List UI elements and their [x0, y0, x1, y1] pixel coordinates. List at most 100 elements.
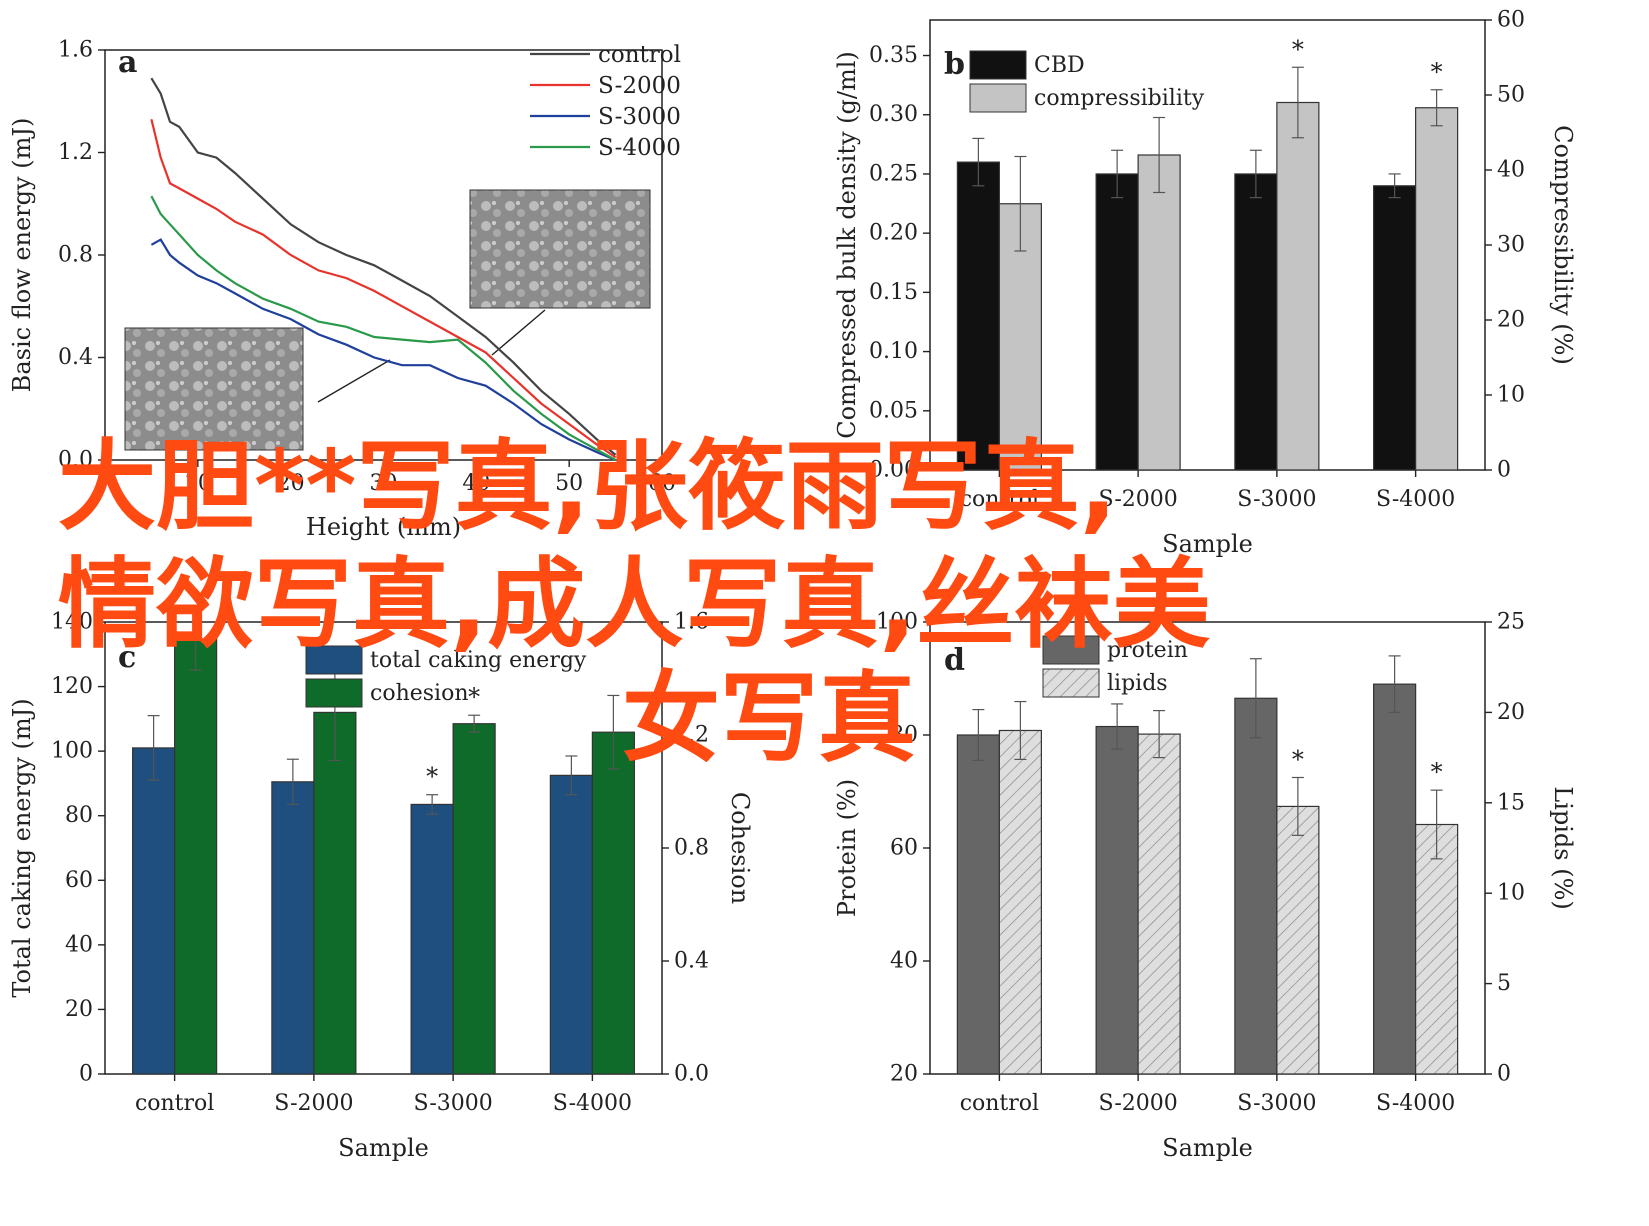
y-tick-label-c: 100	[51, 739, 93, 764]
legend-label-control: control	[598, 42, 681, 68]
y-right-tick-label-d: 0	[1497, 1062, 1511, 1087]
panel-letter-b: b	[944, 47, 965, 82]
bar-compressibility-S-2000	[1137, 154, 1181, 471]
y-tick-label-d: 100	[876, 610, 918, 635]
bar-CBD-S-3000	[1234, 173, 1278, 471]
y-right-tick-label-c: 0.8	[674, 836, 709, 861]
series-line-s-4000	[150, 195, 617, 461]
x-tick-label-d: S-2000	[1098, 1091, 1177, 1116]
y-tick-label-c: 120	[51, 674, 93, 699]
panel-letter-a: a	[118, 45, 137, 80]
bar-cohesion-S-2000	[313, 711, 357, 1075]
y-tick-label-b: 0.10	[869, 339, 918, 364]
bar-total-caking-energy-S-3000	[410, 803, 454, 1075]
bar-cohesion-control	[174, 638, 218, 1075]
inset-pointer-arrow	[491, 309, 546, 356]
y-right-tick-label-b: 60	[1497, 8, 1525, 33]
bar-CBD-S-4000	[1373, 185, 1417, 471]
y-tick-label-b: 0.20	[869, 221, 918, 246]
bar-protein-S-4000	[1373, 683, 1417, 1075]
x-tick-label-d: control	[960, 1091, 1039, 1116]
y-right-tick-label-d: 15	[1497, 790, 1525, 815]
y-tick-label-b: 0.15	[869, 280, 918, 305]
y-tick-label-b: 0.25	[869, 161, 918, 186]
x-axis-label-d: Sample	[1162, 1134, 1253, 1162]
panel-letter-c: c	[118, 640, 136, 675]
y-right-tick-label-b: 30	[1497, 233, 1525, 258]
y-tick-label-a: 1.6	[58, 38, 93, 63]
sem-image-inset-left	[124, 327, 304, 451]
y-tick-label-a: 0.0	[58, 448, 93, 473]
y-right-tick-label-c: 0.4	[674, 949, 709, 974]
x-tick-label-d: S-4000	[1376, 1091, 1455, 1116]
bar-lipids-S-3000	[1276, 805, 1320, 1075]
x-tick-label-b: S-3000	[1237, 487, 1316, 512]
bar-total-caking-energy-S-2000	[271, 781, 315, 1075]
bar-protein-S-2000	[1095, 725, 1139, 1075]
y-right-axis-label-c: Cohesion	[726, 792, 754, 904]
x-axis-label-c: Sample	[338, 1134, 429, 1162]
x-tick-label-a: 40	[462, 471, 490, 496]
x-tick-label-c: S-3000	[413, 1091, 492, 1116]
legend-swatch-total-caking-energy	[305, 645, 363, 675]
y-tick-label-b: 0.00	[869, 458, 918, 483]
y-axis-label-a: Basic flow energy (mJ)	[8, 118, 36, 393]
significance-asterisk: *	[1292, 745, 1304, 773]
legend-label-CBD: CBD	[1034, 53, 1085, 78]
legend-swatch-compressibility	[969, 83, 1027, 113]
bar-CBD-S-2000	[1095, 173, 1139, 471]
series-line-control	[150, 77, 617, 456]
legend-label-compressibility: compressibility	[1034, 86, 1205, 111]
y-tick-label-d: 40	[890, 949, 918, 974]
bar-lipids-S-4000	[1415, 823, 1459, 1075]
significance-asterisk: *	[1431, 758, 1443, 786]
y-right-tick-label-b: 40	[1497, 158, 1525, 183]
y-tick-label-d: 60	[890, 836, 918, 861]
y-tick-label-d: 20	[890, 1062, 918, 1087]
y-tick-label-b: 0.35	[869, 43, 918, 68]
legend-label-s-2000: S-2000	[598, 73, 681, 99]
series-line-s-2000	[150, 118, 617, 459]
y-right-tick-label-d: 10	[1497, 881, 1525, 906]
bar-CBD-control	[956, 161, 1000, 471]
overlay-text-line-2: 情欲写真,成人写真,丝袜美	[58, 548, 1211, 662]
legend-swatch-lipids	[1042, 668, 1100, 698]
y-tick-label-c: 140	[51, 610, 93, 635]
x-tick-label-a: 10	[184, 471, 212, 496]
significance-asterisk: *	[426, 763, 438, 791]
y-axis-label-b: Compressed bulk density (g/ml)	[833, 51, 861, 439]
x-tick-label-a: 50	[555, 471, 583, 496]
y-axis-label-c: Total caking energy (mJ)	[8, 698, 36, 997]
sem-image-inset-right	[469, 189, 651, 309]
y-axis-label-d: Protein (%)	[833, 779, 861, 917]
bar-compressibility-S-4000	[1415, 107, 1459, 471]
overlay-text-line-1: 大胆**写真,张筱雨写真,	[58, 430, 1117, 544]
x-tick-label-c: control	[135, 1091, 214, 1116]
x-tick-label-a: 30	[370, 471, 398, 496]
x-tick-label-a: 20	[277, 471, 305, 496]
y-tick-label-d: 80	[890, 723, 918, 748]
y-right-tick-label-c: 0.0	[674, 1062, 709, 1087]
y-right-tick-label-c: 1.6	[674, 610, 709, 635]
y-right-tick-label-b: 0	[1497, 458, 1511, 483]
significance-asterisk: *	[1292, 35, 1304, 63]
y-tick-label-a: 1.2	[58, 140, 93, 165]
legend-label-lipids: lipids	[1107, 671, 1168, 696]
bar-cohesion-S-4000	[591, 731, 635, 1075]
legend-swatch-cohesion	[305, 678, 363, 708]
bar-lipids-S-2000	[1137, 733, 1181, 1075]
panel-letter-d: d	[944, 643, 965, 678]
y-tick-label-c: 80	[65, 803, 93, 828]
series-line-s-3000	[150, 238, 617, 462]
y-tick-label-b: 0.30	[869, 102, 918, 127]
x-tick-label-c: S-2000	[274, 1091, 353, 1116]
x-axis-label-a: Height (mm)	[306, 513, 461, 541]
significance-asterisk: *	[1431, 58, 1443, 86]
legend-label-total-caking-energy: total caking energy	[370, 648, 587, 673]
legend-label-cohesion: cohesion	[370, 681, 469, 706]
y-right-tick-label-b: 50	[1497, 83, 1525, 108]
x-tick-label-d: S-3000	[1237, 1091, 1316, 1116]
y-tick-label-c: 20	[65, 997, 93, 1022]
bar-total-caking-energy-S-4000	[549, 774, 593, 1075]
